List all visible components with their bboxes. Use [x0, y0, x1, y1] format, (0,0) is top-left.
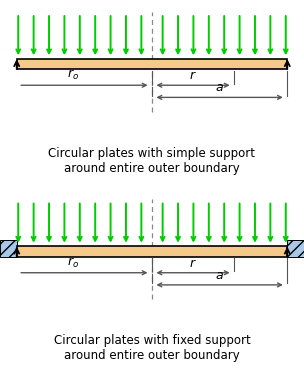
Text: $r_o$: $r_o$ [67, 256, 80, 270]
Text: Circular plates with simple support
around entire outer boundary: Circular plates with simple support arou… [49, 147, 255, 175]
Bar [0, 240, 17, 257]
Text: $r$: $r$ [189, 69, 197, 82]
Text: $a$: $a$ [215, 81, 224, 94]
Text: $r_o$: $r_o$ [67, 68, 80, 82]
Text: Circular plates with fixed support
around entire outer boundary: Circular plates with fixed support aroun… [54, 334, 250, 362]
Bar [17, 59, 287, 69]
Bar [17, 246, 287, 257]
Text: $r$: $r$ [189, 257, 197, 270]
Bar [287, 240, 304, 257]
Text: $a$: $a$ [215, 269, 224, 282]
